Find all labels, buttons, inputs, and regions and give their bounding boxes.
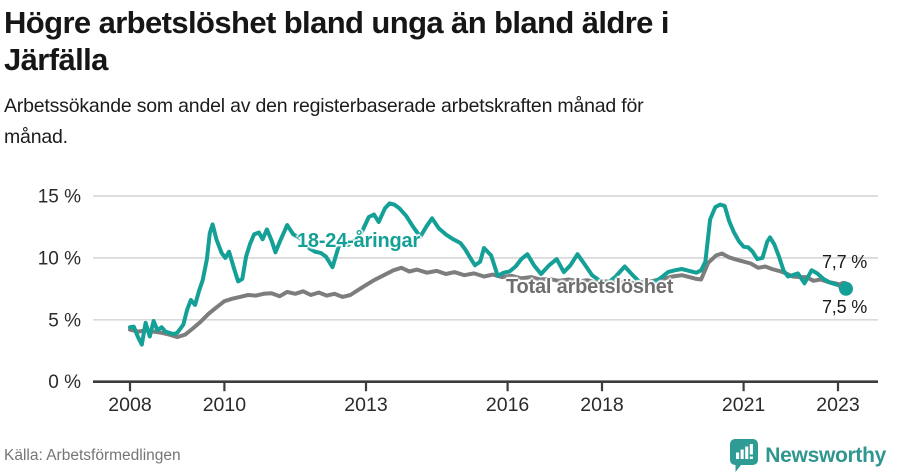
x-tick-label: 2016	[486, 394, 529, 416]
youth-series-label: 18-24-åringar	[297, 230, 421, 252]
youth-end-value-label: 7,5 %	[821, 297, 867, 317]
x-tick-label: 2010	[203, 394, 247, 416]
youth-end-dot	[839, 281, 853, 296]
x-tick-label: 2008	[108, 394, 151, 416]
newsworthy-wordmark: Newsworthy	[765, 443, 886, 467]
total-line	[128, 251, 846, 340]
y-tick-label: 15 %	[38, 187, 81, 208]
source-note: Källa: Arbetsförmedlingen	[4, 447, 181, 464]
x-tick-label: 2018	[580, 394, 623, 416]
page-subtitle: Arbetssökande som andel av den registerb…	[4, 95, 644, 148]
y-tick-label: 10 %	[38, 248, 81, 269]
y-tick-label: 5 %	[48, 310, 81, 331]
x-tick-label: 2023	[816, 394, 859, 416]
x-tick-label: 2013	[344, 394, 387, 416]
total-series-label: Total arbetslöshet	[506, 276, 674, 298]
youth-line	[128, 201, 848, 347]
page-title: Högre arbetslöshet bland unga än bland ä…	[4, 5, 669, 77]
x-tick-label: 2021	[722, 394, 765, 416]
newsworthy-icon	[730, 439, 759, 472]
y-tick-label: 0 %	[48, 372, 81, 393]
total-end-value-label: 7,7 %	[821, 252, 867, 272]
newsworthy-logo[interactable]: Newsworthy	[730, 439, 886, 472]
